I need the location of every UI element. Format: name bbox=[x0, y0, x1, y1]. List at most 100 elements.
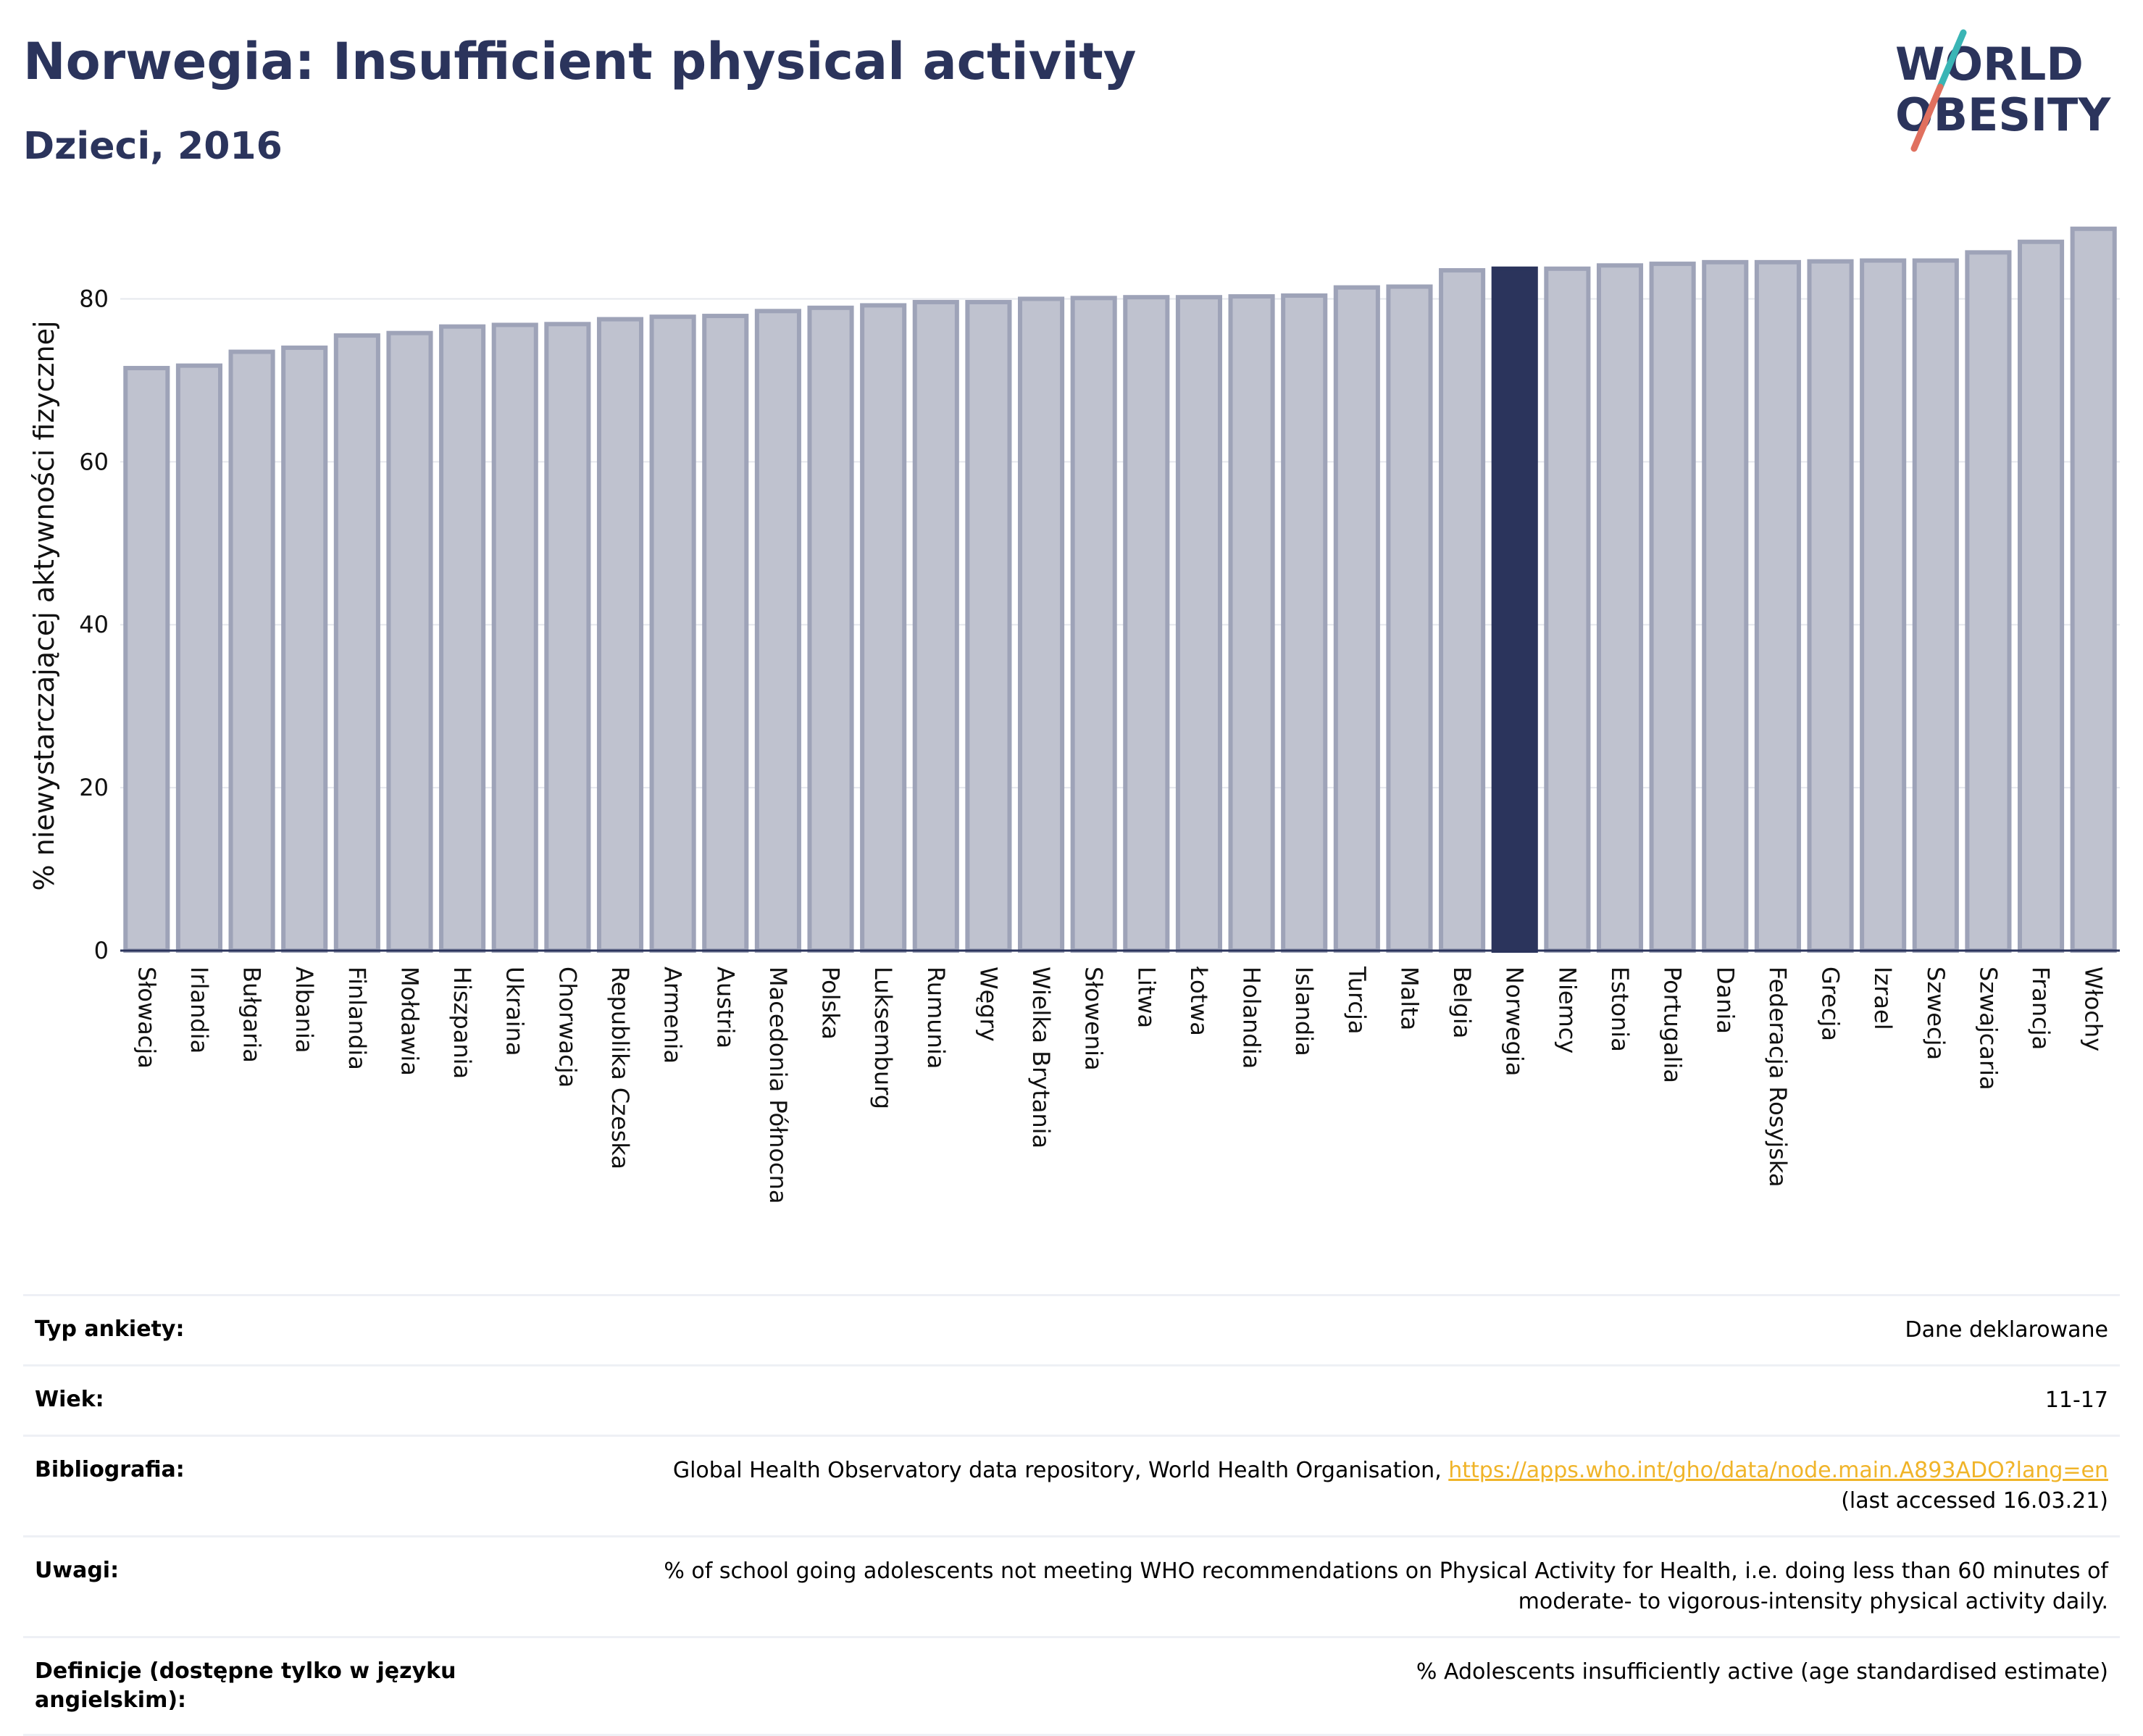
info-row-bibliography: Bibliografia: Global Health Observatory … bbox=[23, 1437, 2120, 1537]
info-label: Definicje (dostępne tylko w języku angie… bbox=[35, 1658, 456, 1713]
bar-highlight bbox=[1491, 266, 1538, 953]
y-tick-label: 60 bbox=[79, 448, 109, 475]
info-label: Uwagi: bbox=[35, 1558, 120, 1583]
info-table: Typ ankiety: Dane deklarowane Wiek: 11-1… bbox=[23, 1294, 2120, 1736]
bar bbox=[1333, 285, 1380, 953]
x-tick-label: Łotwa bbox=[1185, 966, 1213, 1036]
bar bbox=[1807, 259, 1854, 953]
bars-layer bbox=[123, 226, 2117, 953]
bar bbox=[2018, 239, 2065, 953]
info-label: Wiek: bbox=[35, 1387, 104, 1412]
bar bbox=[1596, 263, 1644, 953]
page-title: Norwegia: Insufficient physical activity bbox=[23, 32, 1137, 91]
x-tick-label: Albania bbox=[291, 967, 318, 1053]
x-tick-label: Polska bbox=[817, 967, 845, 1040]
bar bbox=[544, 322, 591, 953]
x-tick-label: Luksemburg bbox=[869, 967, 897, 1109]
logo-slash-top bbox=[1937, 29, 1967, 91]
info-row-age: Wiek: 11-17 bbox=[23, 1366, 2120, 1437]
x-tick-label: Federacja Rosyjska bbox=[1764, 967, 1792, 1188]
bar bbox=[1649, 262, 1696, 953]
info-row-notes: Uwagi: % of school going adolescents not… bbox=[23, 1537, 2120, 1638]
bar bbox=[1754, 259, 1801, 953]
x-tick-label: Izrael bbox=[1869, 967, 1897, 1030]
bar bbox=[175, 363, 222, 953]
bar bbox=[1175, 295, 1223, 953]
info-value: Dane deklarowane bbox=[1905, 1317, 2108, 1343]
x-tick-label: Francja bbox=[2027, 967, 2055, 1050]
bar bbox=[2070, 226, 2117, 953]
bar bbox=[1965, 250, 2012, 953]
bar bbox=[1070, 296, 1117, 953]
bar bbox=[1544, 266, 1591, 953]
world-obesity-logo: WORLD OBESITY bbox=[1895, 29, 2111, 152]
y-tick-label: 20 bbox=[79, 774, 109, 801]
bar bbox=[1018, 296, 1065, 953]
x-tick-label: Armenia bbox=[659, 967, 687, 1064]
logo-slash-bottom bbox=[1910, 83, 1944, 152]
x-tick-label: Bułgaria bbox=[238, 967, 266, 1063]
bar bbox=[702, 314, 749, 953]
bar bbox=[439, 324, 486, 953]
bar bbox=[386, 330, 433, 953]
bar bbox=[1912, 258, 1959, 953]
x-tick-label: Grecja bbox=[1817, 967, 1845, 1041]
x-tick-label: Irlandia bbox=[185, 967, 213, 1053]
bar bbox=[1439, 268, 1486, 953]
info-row-definitions: Definicje (dostępne tylko w języku angie… bbox=[23, 1638, 2120, 1736]
bar-chart: 0 20 40 60 80 Słowacja Irlandia Bułgaria Albania… bbox=[28, 226, 2120, 1204]
x-tick-label: Portugalia bbox=[1659, 967, 1687, 1083]
x-tick-label: Malta bbox=[1395, 967, 1423, 1030]
y-axis-label: % niewystarczającej aktywności fizycznej bbox=[28, 320, 60, 890]
x-tick-label: Hiszpania bbox=[448, 967, 476, 1079]
x-tick-label: Republika Czeska bbox=[606, 967, 634, 1169]
x-tick-label: Włochy bbox=[2080, 967, 2108, 1051]
bar bbox=[228, 349, 275, 953]
y-tick-label: 40 bbox=[79, 611, 109, 638]
x-tick-label: Szwecja bbox=[1922, 967, 1950, 1060]
info-value: % Adolescents insufficiently active (age… bbox=[1416, 1659, 2108, 1685]
x-tick-label: Wielka Brytania bbox=[1027, 967, 1055, 1148]
x-tick-label: Ukraina bbox=[501, 967, 529, 1056]
info-value: % of school going adolescents not meetin… bbox=[664, 1558, 2108, 1614]
x-tick-label: Litwa bbox=[1132, 967, 1160, 1028]
bar bbox=[1123, 295, 1170, 953]
info-value: 11-17 bbox=[2044, 1387, 2108, 1413]
info-label: Bibliografia: bbox=[35, 1457, 185, 1482]
bar bbox=[754, 309, 801, 953]
bar bbox=[649, 314, 696, 953]
bar bbox=[281, 345, 328, 953]
x-tick-label: Niemcy bbox=[1553, 967, 1581, 1053]
x-tick-label: Turcja bbox=[1343, 966, 1371, 1035]
bibliography-accessed: (last accessed 16.03.21) bbox=[1841, 1488, 2108, 1514]
x-tick-label: Holandia bbox=[1238, 967, 1266, 1069]
bar bbox=[491, 322, 538, 953]
x-tick-label: Rumunia bbox=[922, 967, 950, 1069]
bibliography-link[interactable]: https://apps.who.int/gho/data/node.main.… bbox=[1448, 1458, 2108, 1483]
bar bbox=[860, 303, 907, 953]
x-tick-label: Węgry bbox=[974, 967, 1002, 1042]
bar bbox=[912, 299, 959, 953]
bar bbox=[596, 317, 644, 953]
x-tick-label: Macedonia Północna bbox=[764, 967, 792, 1204]
logo-line1: WORLD bbox=[1895, 38, 2084, 91]
x-tick-label: Szwajcaria bbox=[1974, 967, 2002, 1090]
x-tick-label: Norwegia bbox=[1501, 967, 1529, 1076]
y-tick-label: 0 bbox=[94, 937, 109, 964]
bar bbox=[333, 333, 380, 953]
axis-layer: 0 20 40 60 80 Słowacja Irlandia Bułgaria Albania… bbox=[79, 285, 2120, 1204]
info-label: Typ ankiety: bbox=[35, 1316, 185, 1342]
bar bbox=[1281, 293, 1328, 953]
bar bbox=[1860, 258, 1907, 953]
bibliography-text: Global Health Observatory data repositor… bbox=[672, 1458, 1449, 1483]
bar bbox=[1386, 284, 1433, 953]
bar bbox=[1702, 259, 1749, 953]
bar bbox=[807, 305, 854, 953]
x-tick-label: Belgia bbox=[1448, 967, 1476, 1038]
x-tick-label: Dania bbox=[1711, 967, 1739, 1034]
x-tick-label: Słowenia bbox=[1080, 967, 1108, 1071]
bar bbox=[123, 366, 170, 953]
page-subtitle: Dzieci, 2016 bbox=[23, 125, 283, 168]
x-tick-label: Islandia bbox=[1290, 967, 1318, 1056]
x-tick-label: Finlandia bbox=[343, 967, 371, 1070]
